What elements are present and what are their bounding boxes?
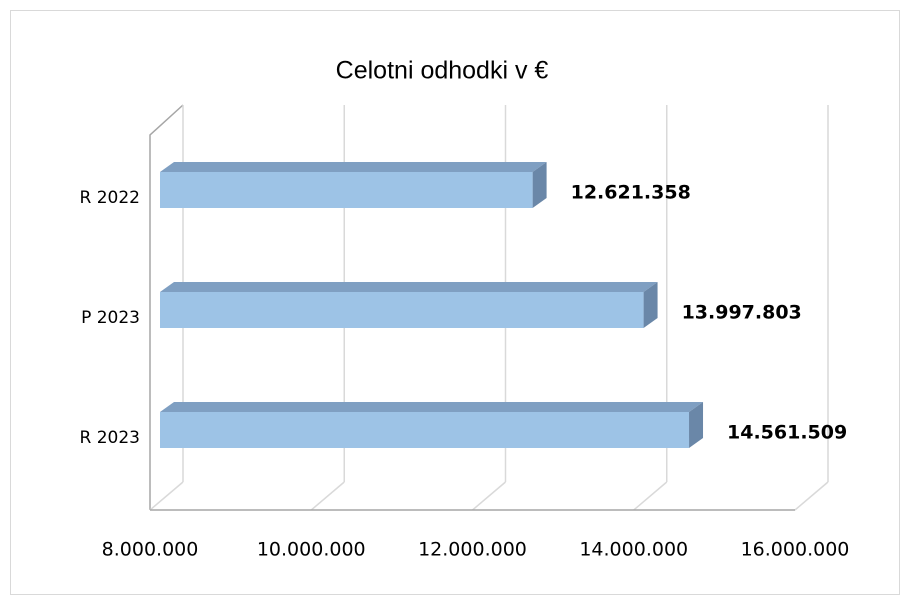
bar: [160, 402, 704, 448]
bar-side: [643, 282, 658, 328]
bar-front: [160, 292, 644, 328]
bar-front: [160, 172, 533, 208]
data-label: 14.561.509: [727, 422, 847, 444]
bar-front: [160, 412, 690, 448]
y-tick-label: R 2022: [80, 188, 140, 208]
x-tick-label: 10.000.000: [257, 539, 366, 561]
axis-wall: [149, 104, 184, 510]
floor-line: [472, 481, 506, 511]
chart-title: Celotni odhodki v €: [336, 57, 549, 85]
data-label: 13.997.803: [682, 302, 802, 324]
bar-side: [689, 402, 704, 448]
floor-line: [310, 481, 345, 511]
floor-line: [149, 481, 184, 511]
bar-top: [160, 402, 704, 412]
bar-top: [160, 282, 658, 292]
floor-line: [794, 481, 829, 511]
bar: [160, 162, 547, 208]
y-tick-label: R 2023: [80, 428, 140, 448]
data-label: 12.621.358: [571, 182, 691, 204]
x-tick-label: 12.000.000: [418, 539, 527, 561]
floor-line: [633, 481, 668, 511]
x-tick-label: 8.000.000: [102, 539, 199, 561]
bar: [160, 282, 658, 328]
y-tick-label: P 2023: [81, 308, 140, 328]
bar-side: [532, 162, 547, 208]
x-tick-label: 16.000.000: [741, 539, 850, 561]
bar-top: [160, 162, 547, 172]
x-tick-label: 14.000.000: [579, 539, 688, 561]
